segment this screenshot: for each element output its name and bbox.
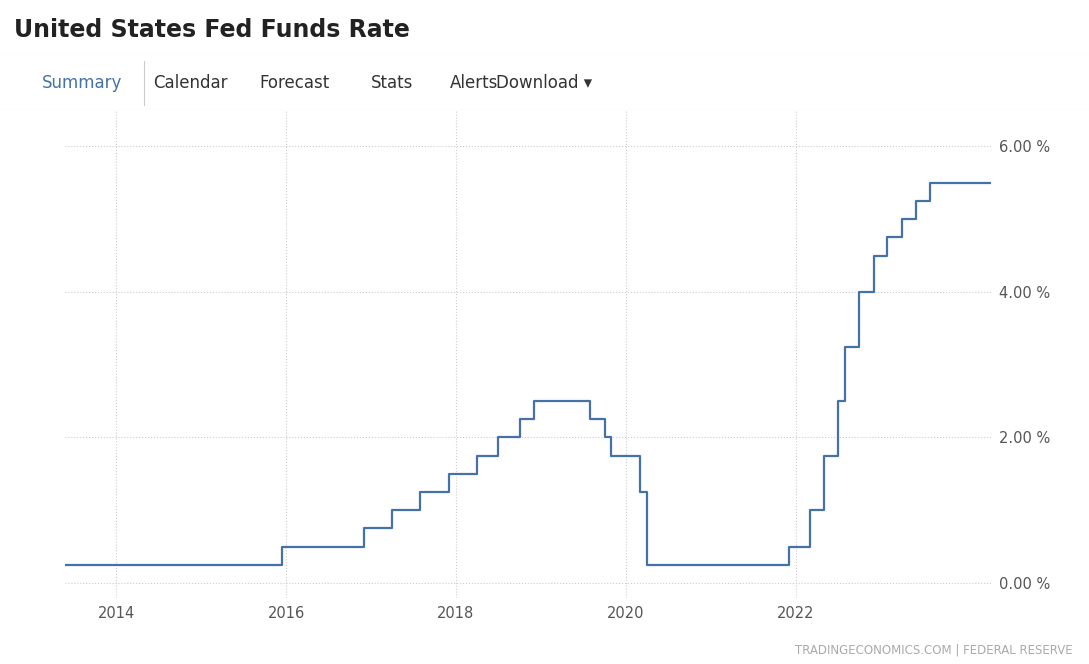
Text: Alerts: Alerts [450, 74, 498, 92]
Text: United States Fed Funds Rate: United States Fed Funds Rate [14, 18, 411, 42]
Text: Forecast: Forecast [259, 74, 329, 92]
Text: Calendar: Calendar [154, 74, 228, 92]
Text: Summary: Summary [41, 74, 122, 92]
Text: Download ▾: Download ▾ [497, 74, 592, 92]
Text: TRADINGECONOMICS.COM | FEDERAL RESERVE: TRADINGECONOMICS.COM | FEDERAL RESERVE [795, 643, 1073, 656]
Text: Stats: Stats [371, 74, 413, 92]
